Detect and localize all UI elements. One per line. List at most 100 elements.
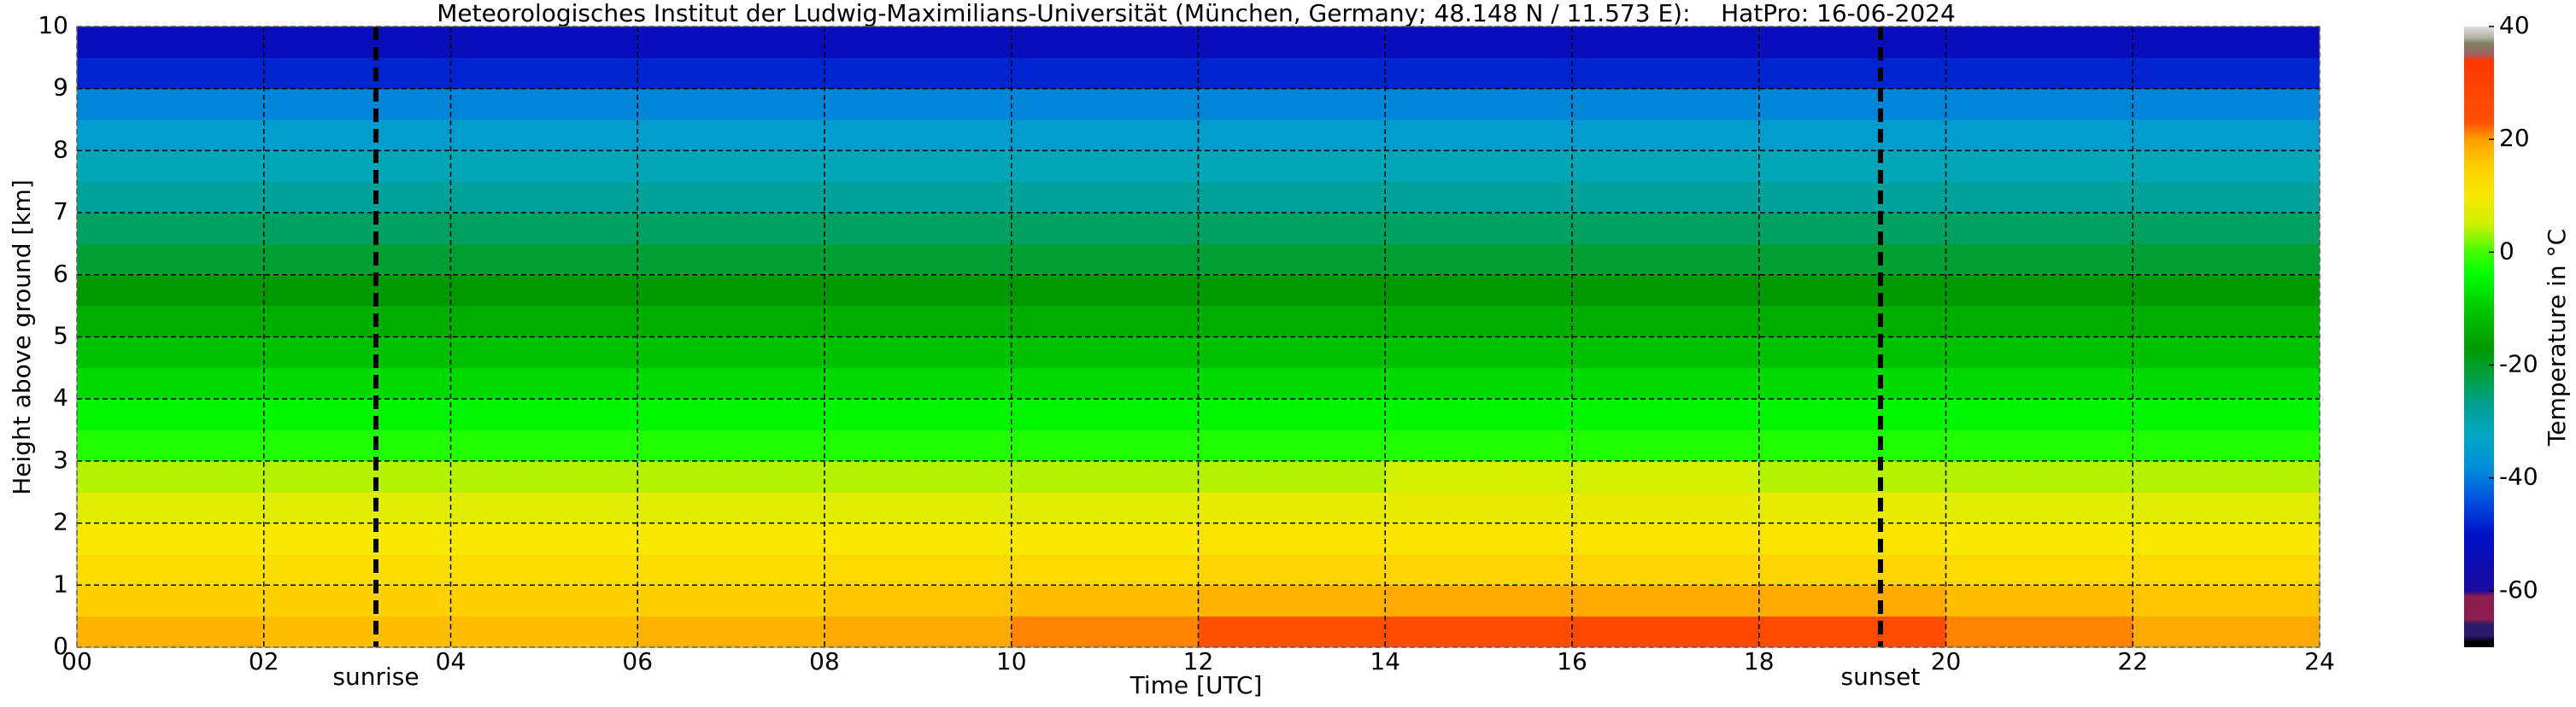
heat-cell — [2133, 120, 2321, 151]
heat-cell — [450, 585, 638, 617]
heat-cell — [1385, 120, 1573, 151]
colorbar-tick-label: -20 — [2499, 350, 2538, 378]
heat-cell — [450, 492, 638, 524]
heat-cell — [1385, 181, 1573, 213]
heat-cell — [263, 26, 451, 58]
heat-cell — [77, 616, 265, 648]
heat-cell — [1198, 399, 1386, 431]
event-label: sunset — [1841, 663, 1921, 691]
heat-cell — [1011, 120, 1199, 151]
heat-cell — [1385, 553, 1573, 586]
heat-cell — [2133, 181, 2321, 213]
heat-cell — [1385, 306, 1573, 337]
heat-cell — [1758, 585, 1946, 617]
heat-cell — [1385, 150, 1573, 183]
heat-cell — [1385, 243, 1573, 276]
heat-cell — [824, 274, 1012, 307]
heat-cell — [824, 492, 1012, 524]
heat-cell — [263, 553, 451, 586]
heat-cell — [77, 26, 265, 58]
heat-cell — [1572, 274, 1760, 307]
heat-cell — [1572, 88, 1760, 120]
heat-cell — [824, 429, 1012, 462]
x-tick-label: 20 — [1931, 647, 1962, 675]
y-tick-label: 6 — [53, 260, 68, 288]
heat-cell — [1758, 181, 1946, 213]
heat-cell — [263, 150, 451, 183]
heat-cell — [1572, 523, 1760, 555]
colorbar-tick-label: 0 — [2499, 237, 2514, 265]
heat-cell — [263, 306, 451, 337]
heat-cell — [450, 553, 638, 586]
heat-cell — [1572, 585, 1760, 617]
heat-cell — [824, 26, 1012, 58]
heat-cell — [1572, 336, 1760, 369]
heat-cell — [637, 399, 825, 431]
heat-cell — [1945, 429, 2133, 462]
heat-cell — [1011, 57, 1199, 90]
x-tick-label: 02 — [249, 647, 279, 675]
heat-cell — [1011, 492, 1199, 524]
heat-cell — [1385, 367, 1573, 400]
x-tick-label: 24 — [2304, 647, 2335, 675]
heat-cell — [450, 336, 638, 369]
heat-cell — [1011, 306, 1199, 337]
heat-cell — [1385, 57, 1573, 90]
heat-cell — [1572, 492, 1760, 524]
heat-cell — [1385, 585, 1573, 617]
heat-cell — [1385, 460, 1573, 493]
heat-cell — [1385, 616, 1573, 648]
heat-cell — [1011, 88, 1199, 120]
heat-cell — [1945, 243, 2133, 276]
heat-cell — [1011, 553, 1199, 586]
heat-cell — [1572, 243, 1760, 276]
heat-cell — [1945, 150, 2133, 183]
heat-cell — [1758, 306, 1946, 337]
heat-cell — [2133, 523, 2321, 555]
heat-cell — [1945, 181, 2133, 213]
heat-cell — [824, 367, 1012, 400]
y-tick-label: 7 — [53, 197, 68, 225]
heat-cell — [637, 585, 825, 617]
heat-cell — [77, 120, 265, 151]
heat-cell — [77, 243, 265, 276]
heat-cell — [637, 88, 825, 120]
heat-cell — [637, 181, 825, 213]
x-tick-label: 04 — [436, 647, 466, 675]
heat-cell — [637, 274, 825, 307]
heat-cell — [1758, 150, 1946, 183]
heat-cell — [1385, 213, 1573, 244]
heat-cell — [2133, 553, 2321, 586]
heat-cell — [263, 181, 451, 213]
y-tick-label: 1 — [53, 570, 68, 598]
heat-cell — [263, 616, 451, 648]
heat-cell — [1198, 213, 1386, 244]
heat-cell — [637, 429, 825, 462]
heat-cell — [1758, 523, 1946, 555]
heat-cell — [1572, 181, 1760, 213]
heat-cell — [824, 243, 1012, 276]
heat-cell — [1011, 523, 1199, 555]
heat-cell — [77, 181, 265, 213]
heat-cell — [263, 585, 451, 617]
heat-cell — [263, 429, 451, 462]
heat-cell — [1945, 585, 2133, 617]
heat-cell — [824, 336, 1012, 369]
heat-cell — [263, 88, 451, 120]
heat-cell — [2133, 616, 2321, 648]
heat-cell — [1572, 367, 1760, 400]
heat-cell — [1385, 336, 1573, 369]
heat-cell — [1758, 429, 1946, 462]
heat-cell — [263, 367, 451, 400]
heat-cell — [1198, 553, 1386, 586]
heat-cell — [1758, 243, 1946, 276]
heat-cell — [637, 213, 825, 244]
heat-cell — [1198, 616, 1386, 648]
heat-cell — [450, 399, 638, 431]
heat-cell — [1198, 367, 1386, 400]
heat-cell — [1945, 460, 2133, 493]
heat-cell — [1011, 274, 1199, 307]
y-tick-label: 3 — [53, 446, 68, 474]
heat-cell — [637, 120, 825, 151]
